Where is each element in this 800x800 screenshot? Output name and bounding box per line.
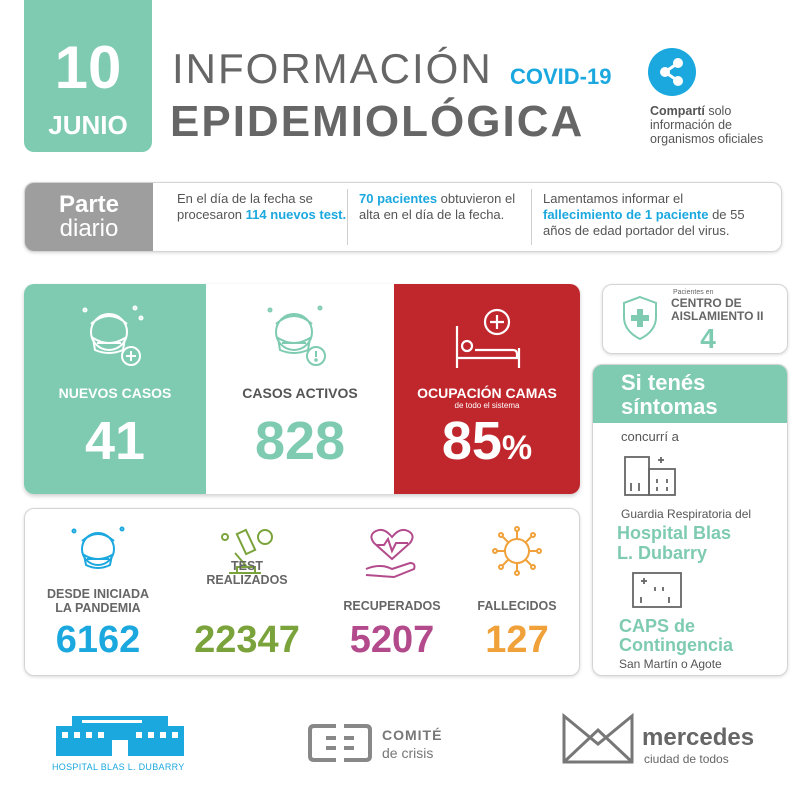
- divider: [531, 189, 532, 245]
- date-month: JUNIO: [48, 110, 128, 140]
- hospital-building-icon: [623, 453, 679, 502]
- parte-diario-panel: Parte diario En el día de la fecha se pr…: [24, 182, 782, 252]
- sintomas-panel: Si tenés síntomas concurrí a Guardia Res…: [592, 364, 788, 676]
- heart-hand-icon: [360, 523, 424, 586]
- nuevos-casos-card: NUEVOS CASOS 41: [24, 284, 206, 494]
- comite-text-2: de crisis: [382, 745, 434, 761]
- casos-activos-label: CASOS ACTIVOS: [242, 385, 358, 401]
- hospital-logo: [52, 712, 188, 763]
- pandemia-label-1: DESDE INICIADA: [46, 587, 150, 601]
- share-icon[interactable]: [648, 48, 696, 96]
- cumulative-stats-panel: DESDE INICIADA LA PANDEMIA 6162 TEST REA…: [24, 508, 580, 676]
- comite-logo: [306, 722, 374, 769]
- parte-tests: En el día de la fecha se procesaron 114 …: [177, 191, 347, 223]
- nuevos-casos-label: NUEVOS CASOS: [58, 385, 172, 401]
- masked-face-alert-icon: [260, 304, 340, 381]
- date-badge: 10 JUNIO: [24, 0, 152, 152]
- centro-small-label: Pacientes en: [673, 289, 714, 296]
- virus-icon: [485, 523, 549, 586]
- test-label: TEST REALIZADOS: [179, 559, 315, 587]
- test-label-1: TEST: [231, 559, 263, 573]
- ocupacion-camas-value: 85%: [394, 414, 580, 468]
- test-value: 22347: [194, 619, 300, 661]
- pandemia-card: DESDE INICIADA LA PANDEMIA 6162: [29, 509, 167, 675]
- caps-name: CAPS de Contingencia: [619, 617, 787, 655]
- centro-value: 4: [700, 323, 716, 354]
- mercedes-text-2: ciudad de todos: [644, 752, 729, 766]
- parte-fallec-text: Lamentamos informar el: [543, 191, 684, 206]
- sintomas-heading-2: síntomas: [621, 394, 718, 419]
- title-line-1: INFORMACIÓN: [172, 45, 493, 92]
- mercedes-text-1: mercedes: [642, 724, 755, 751]
- clinic-building-icon: [629, 569, 685, 614]
- parte-tests-highlight: 114 nuevos test.: [245, 207, 347, 222]
- centro-aislamiento-card: Pacientes en CENTRO DE AISLAMIENTO II 4: [602, 284, 788, 354]
- shield-cross-icon: [621, 295, 659, 346]
- parte-altas-text: obtuvieron el alta en el día de la fecha…: [359, 191, 516, 222]
- caps-name-1: CAPS de: [619, 616, 696, 636]
- fallecidos-card: FALLECIDOS 127: [455, 509, 579, 675]
- parte-fallec-post: de 55 años de edad portador del virus.: [543, 207, 745, 238]
- hospital-logo-text: HOSPITAL BLAS L. DUBARRY: [52, 762, 185, 772]
- sintomas-heading-1: Si tenés: [621, 370, 706, 395]
- parte-tests-text: En el día de la fecha se procesaron: [177, 191, 313, 222]
- ocupacion-camas-card: OCUPACIÓN CAMAS de todo el sistema 85%: [394, 284, 580, 494]
- masked-face-icon: [66, 523, 130, 586]
- divider: [347, 189, 348, 245]
- nuevos-casos-value: 41: [84, 411, 146, 471]
- hospital-name-2: L. Dubarry: [617, 543, 708, 563]
- share-bold: Compartí: [650, 104, 705, 118]
- test-card: TEST REALIZADOS 22347: [179, 509, 315, 675]
- parte-label-1: Parte: [58, 191, 120, 218]
- fallecidos-label: FALLECIDOS: [477, 599, 557, 613]
- test-label-2: REALIZADOS: [206, 573, 288, 587]
- main-stats-panel: NUEVOS CASOS 41 CASOS ACTIVOS 828: [24, 284, 580, 494]
- date-day: 10: [54, 34, 122, 101]
- pandemia-value: 6162: [55, 619, 141, 661]
- parte-fallec-highlight: fallecimiento de 1 paciente: [543, 207, 709, 222]
- covid-tag: COVID-19: [510, 64, 612, 89]
- hospital-name-1: Hospital Blas: [617, 523, 732, 543]
- parte-fallecimiento: Lamentamos informar el fallecimiento de …: [543, 191, 765, 239]
- caps-name-2: Contingencia: [619, 635, 734, 655]
- ocupacion-camas-sub: de todo el sistema: [454, 401, 520, 410]
- parte-label-2: diario: [59, 215, 119, 242]
- recuperados-value: 5207: [349, 619, 435, 661]
- title-line-2: EPIDEMIOLÓGICA: [170, 97, 585, 146]
- parte-altas: 70 pacientes obtuvieron el alta en el dí…: [359, 191, 529, 223]
- centro-title-1: CENTRO DE: [671, 296, 742, 310]
- concurri-text: concurrí a: [621, 429, 679, 444]
- share-text: Compartí solo información de organismos …: [650, 104, 790, 146]
- casos-activos-card: CASOS ACTIVOS 828: [206, 284, 394, 494]
- hospital-name: Hospital Blas L. Dubarry: [617, 523, 785, 563]
- masked-face-plus-icon: [75, 304, 155, 381]
- share-line-2: información de: [650, 118, 732, 132]
- recuperados-label: RECUPERADOS: [343, 599, 441, 613]
- recuperados-card: RECUPERADOS 5207: [327, 509, 457, 675]
- sintomas-heading: Si tenés síntomas: [593, 365, 787, 423]
- casos-activos-value: 828: [254, 411, 346, 471]
- centro-title: CENTRO DE AISLAMIENTO II: [671, 297, 781, 323]
- mercedes-logo: [560, 710, 636, 771]
- microscope-icon: [215, 523, 279, 586]
- share-rest: solo: [708, 104, 732, 118]
- pandemia-label-2: LA PANDEMIA: [55, 601, 141, 615]
- share-line-3: organismos oficiales: [650, 132, 764, 146]
- caps-direccion: San Martín o Agote: [619, 657, 722, 671]
- guardia-text: Guardia Respiratoria del: [621, 507, 752, 521]
- comite-text-1: COMITÉ: [382, 727, 443, 743]
- pandemia-label: DESDE INICIADA LA PANDEMIA: [29, 587, 167, 615]
- ocupacion-number: 85: [441, 411, 502, 471]
- ocupacion-camas-label: OCUPACIÓN CAMAS: [417, 385, 557, 401]
- parte-altas-highlight: 70 pacientes: [359, 191, 438, 206]
- hospital-bed-icon: [447, 304, 527, 381]
- centro-title-2: AISLAMIENTO II: [671, 309, 764, 323]
- fallecidos-value: 127: [485, 619, 549, 661]
- ocupacion-unit: %: [501, 429, 533, 467]
- parte-label: Parte diario: [25, 183, 153, 251]
